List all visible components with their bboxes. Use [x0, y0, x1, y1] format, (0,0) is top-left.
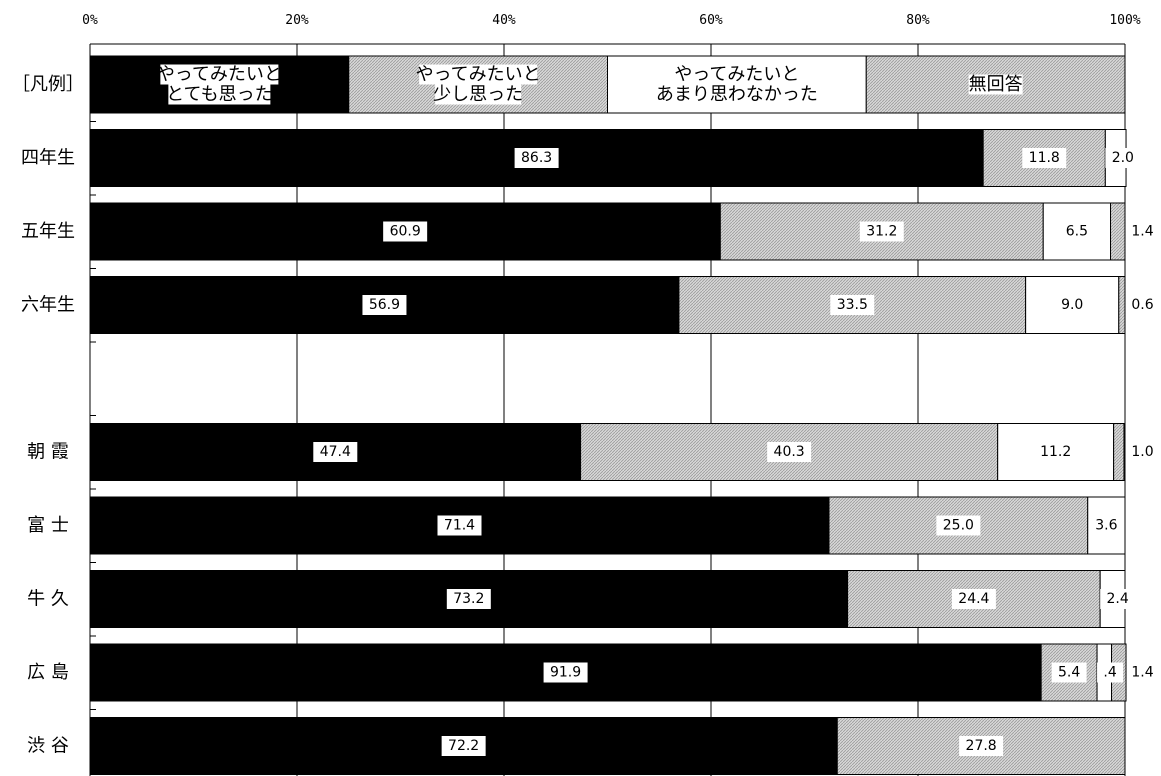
value-label-bg	[859, 221, 904, 242]
value-label: 33.5	[837, 297, 868, 313]
value-label-bg	[1097, 662, 1124, 683]
value-label: 27.8	[966, 738, 997, 754]
legend-label: 無回答	[969, 74, 1023, 95]
value-label-bg	[383, 221, 428, 242]
x-tick-label: 100%	[1109, 13, 1140, 28]
value-label: 24.4	[958, 591, 989, 607]
legend-label: やってみたいと	[674, 64, 799, 85]
value-label-bg	[1059, 221, 1095, 242]
value-label: 73.2	[453, 591, 484, 607]
x-tick-label: 0%	[82, 13, 98, 28]
value-label-bg	[1100, 589, 1136, 609]
value-label: 1.0	[1131, 444, 1153, 460]
legend-label: とても思った	[166, 84, 273, 105]
value-label-bg	[1088, 515, 1124, 536]
legend-label-bg	[168, 84, 271, 105]
value-label: 72.2	[448, 738, 479, 754]
value-label-bg	[1105, 148, 1141, 168]
value-label: .4	[1103, 665, 1116, 681]
value-label-bg	[446, 589, 491, 609]
row-label: 渋 谷	[27, 736, 69, 757]
row-label: 四年生	[21, 148, 75, 169]
value-label: 6.5	[1066, 224, 1088, 240]
value-label-bg	[543, 662, 588, 683]
x-tick-label: 40%	[492, 13, 516, 28]
bar-segment	[1118, 276, 1126, 334]
legend-label: やってみたいと	[157, 64, 282, 85]
value-label: 2.0	[1112, 150, 1134, 166]
value-label: 5.4	[1058, 665, 1080, 681]
value-label: 11.8	[1029, 150, 1060, 166]
row-label: 五年生	[21, 221, 75, 242]
value-label: 1.4	[1131, 665, 1153, 681]
value-label: 0.6	[1131, 297, 1153, 313]
value-label: 86.3	[521, 150, 552, 166]
value-label: 9.0	[1061, 297, 1083, 313]
value-label: 60.9	[390, 224, 421, 240]
value-label: 91.9	[550, 665, 581, 681]
value-label: 1.4	[1131, 224, 1153, 240]
row-label: 六年生	[21, 295, 75, 316]
value-label: 40.3	[774, 444, 805, 460]
value-label-bg	[951, 589, 996, 609]
row-label: 富 士	[27, 515, 69, 536]
value-label-bg	[830, 295, 875, 315]
value-label-bg	[959, 736, 1004, 756]
x-tick-label: 80%	[906, 13, 930, 28]
value-label: 25.0	[943, 518, 974, 534]
value-label: 31.2	[866, 224, 897, 240]
value-label: 11.2	[1040, 444, 1071, 460]
legend-label-bg	[435, 84, 522, 105]
value-label-bg	[441, 736, 486, 756]
row-label: ［凡例］	[12, 74, 84, 95]
legend-label: やってみたいと	[416, 64, 541, 85]
legend-label-bg	[419, 64, 538, 85]
value-label: 2.4	[1107, 591, 1129, 607]
value-label-bg	[437, 515, 482, 536]
legend-label-bg	[661, 84, 812, 105]
value-label-bg	[1033, 442, 1078, 462]
value-label-bg	[362, 295, 407, 315]
value-label-bg	[936, 515, 981, 536]
value-label: 56.9	[369, 297, 400, 313]
legend-label-bg	[968, 74, 1023, 95]
row-label: 朝 霞	[27, 442, 69, 463]
row-label: 広 島	[27, 662, 69, 683]
legend-label: 少し思った	[433, 84, 523, 105]
legend-label: あまり思わなかった	[656, 84, 818, 105]
row-label: 牛 久	[27, 589, 69, 610]
value-label-bg	[1022, 148, 1067, 168]
value-label: 3.6	[1095, 518, 1117, 534]
x-tick-label: 20%	[285, 13, 309, 28]
value-label-bg	[313, 442, 358, 462]
value-label-bg	[514, 148, 559, 168]
value-label: 71.4	[444, 518, 475, 534]
value-label-bg	[1054, 295, 1090, 315]
bar-segment	[1110, 202, 1126, 261]
x-tick-label: 60%	[699, 13, 723, 28]
value-label-bg	[1051, 662, 1087, 683]
bar-segment	[1113, 423, 1125, 481]
value-label-bg	[767, 442, 812, 462]
legend-label-bg	[677, 64, 796, 85]
value-label: 47.4	[320, 444, 351, 460]
legend-label-bg	[160, 64, 279, 85]
